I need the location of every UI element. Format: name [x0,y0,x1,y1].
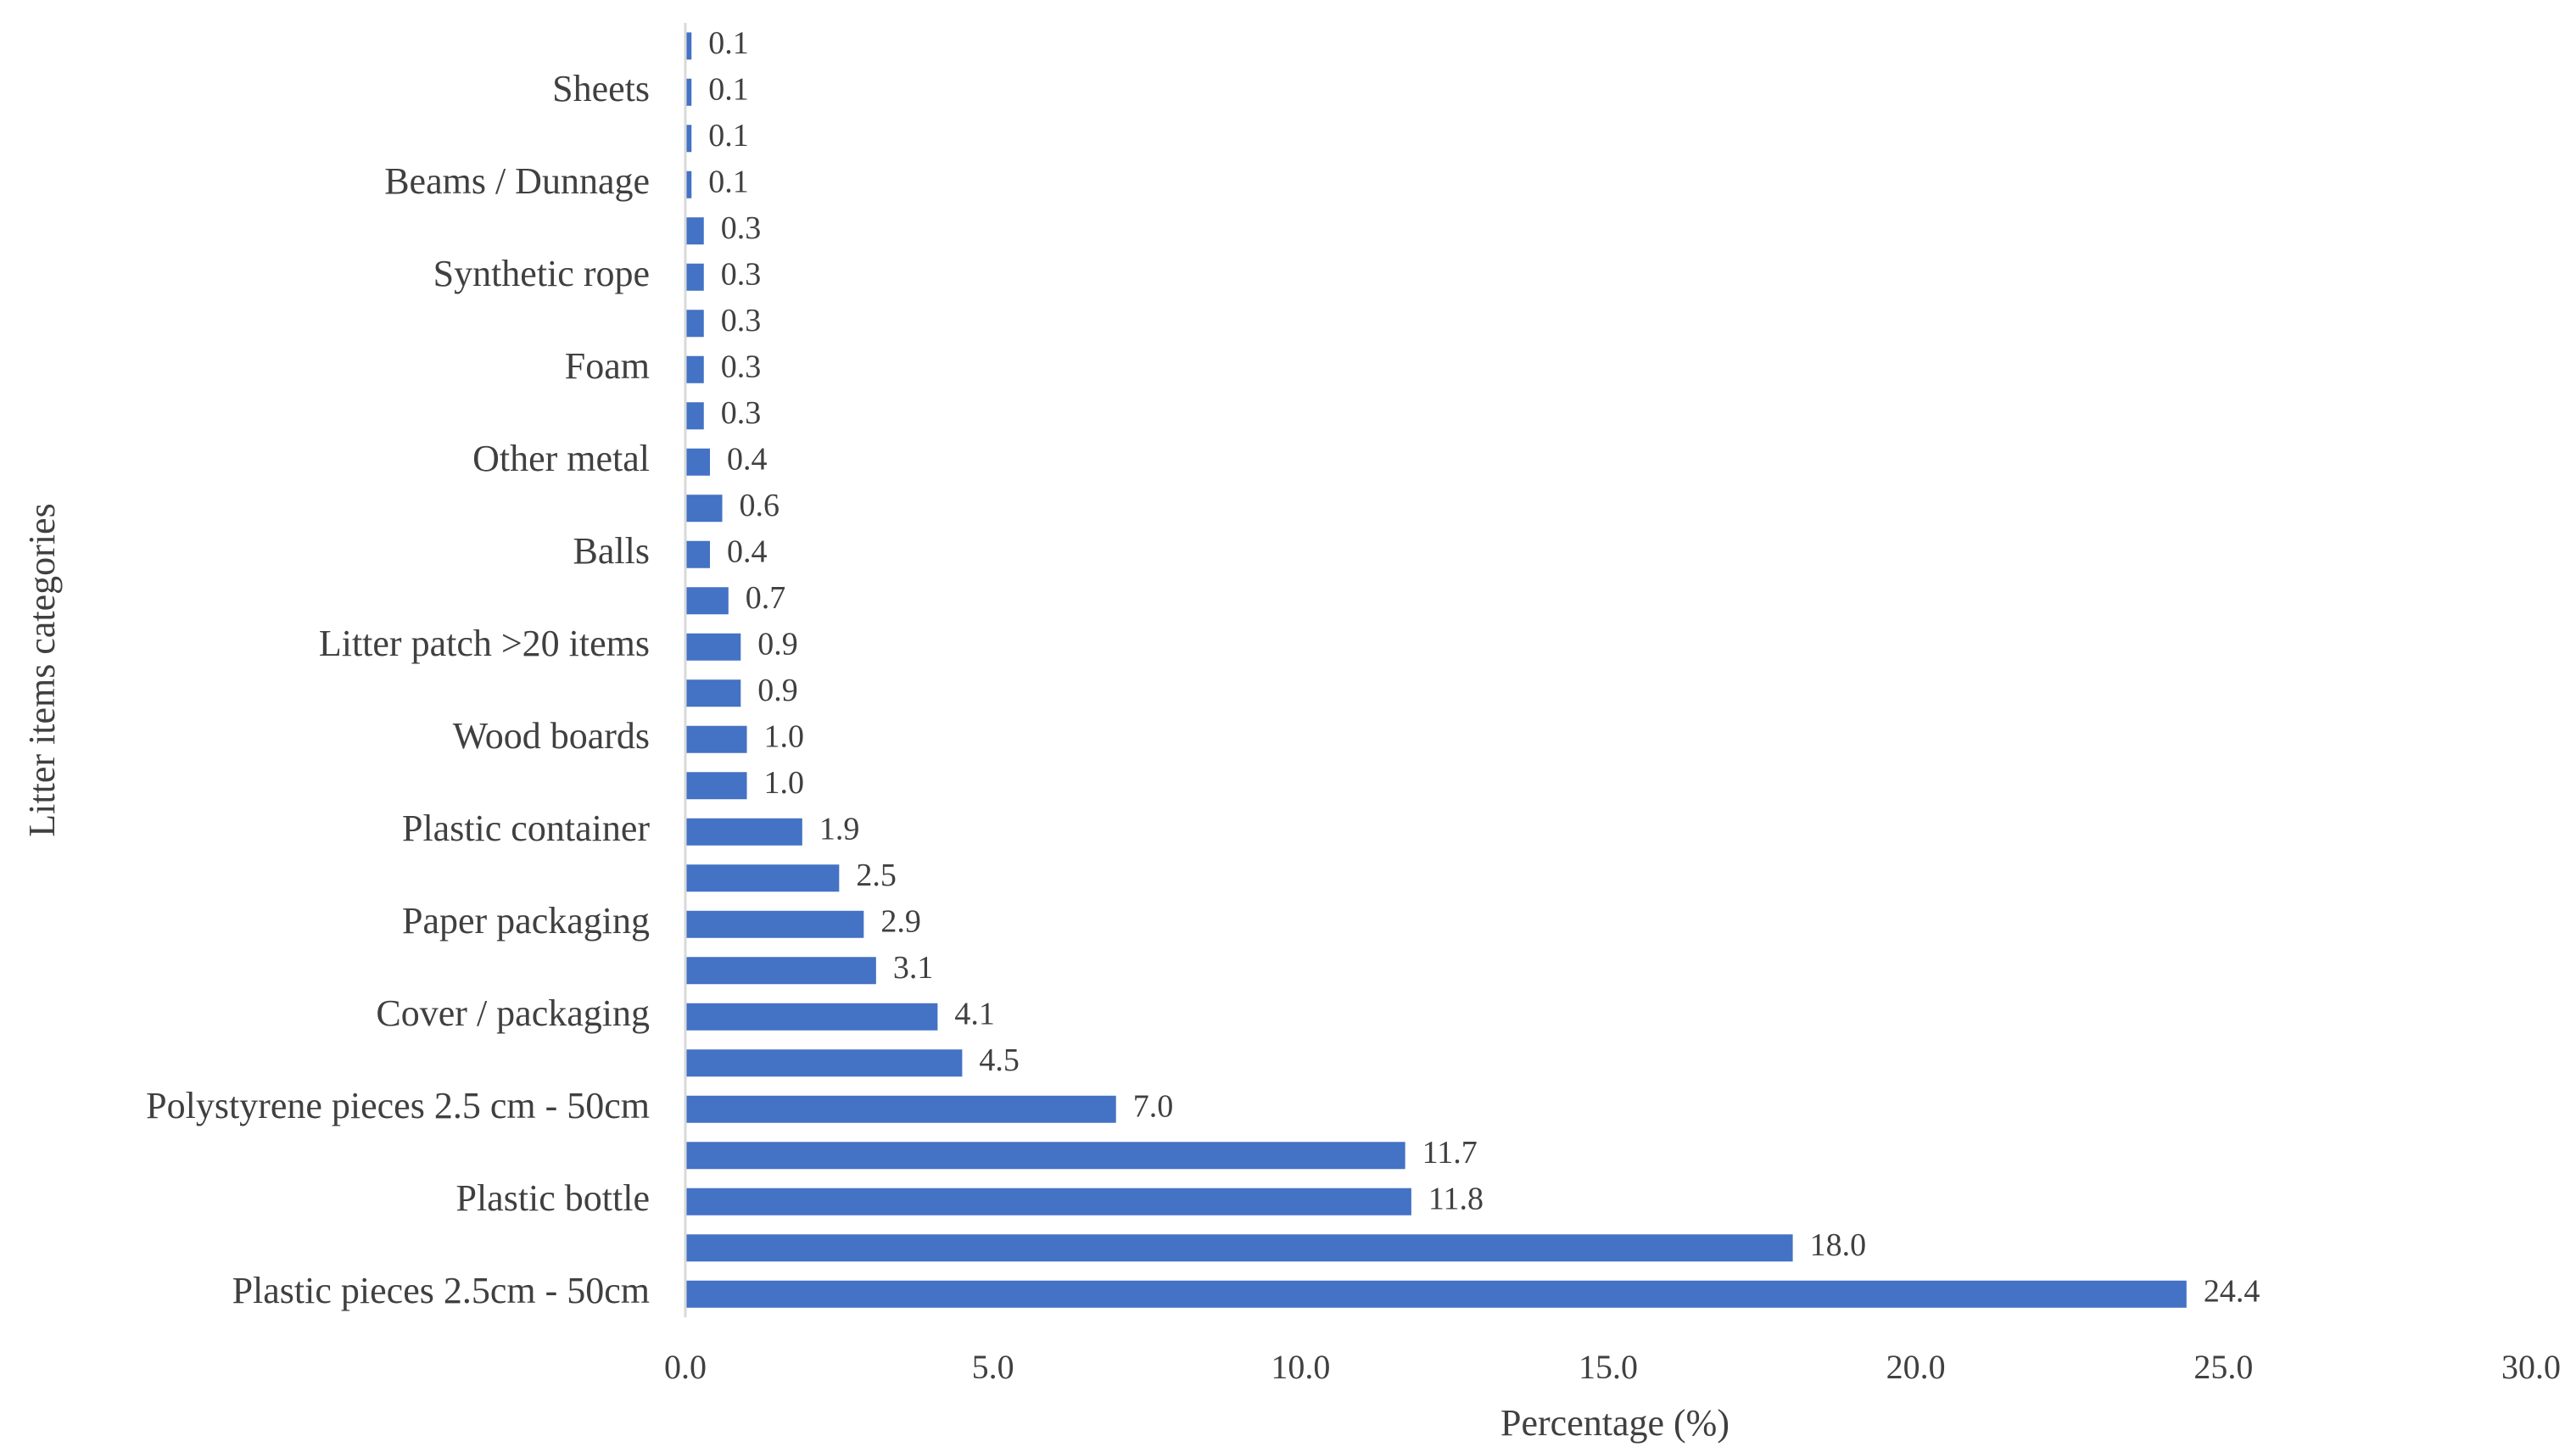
data-label-19: 0.3 [721,395,762,431]
x-tick-label-4: 20.0 [1886,1348,1946,1386]
x-tick-label-2: 10.0 [1271,1348,1330,1386]
data-label-18: 0.4 [727,441,768,477]
bars-layer [685,32,2187,1308]
bar-23 [685,217,704,245]
category-label-22: Synthetic rope [433,253,650,294]
bar-14 [685,633,741,661]
data-label-23: 0.3 [721,210,762,246]
bar-1 [685,1234,1793,1262]
bar-10 [685,818,802,846]
bar-3 [685,1142,1405,1170]
bar-25 [685,125,692,153]
category-label-2: Plastic bottle [455,1177,650,1219]
bar-4 [685,1095,1116,1123]
data-label-11: 1.0 [764,765,805,801]
bar-12 [685,725,747,753]
bar-9 [685,864,840,892]
x-tick-label-5: 25.0 [2193,1348,2253,1386]
bar-8 [685,910,864,938]
data-label-5: 4.5 [979,1042,1020,1078]
data-label-26: 0.1 [708,71,749,107]
category-label-6: Cover / packaging [376,992,650,1034]
bar-7 [685,957,876,985]
data-labels-layer: 24.4 18.0 11.8 11.7 7.0 4.5 4.1 3.1 2.9 2.5 1.9 1.0… [708,25,2260,1310]
x-axis-title: Percentage (%) [1500,1402,1729,1444]
bar-11 [685,772,747,800]
category-label-14: Litter patch >20 items [319,623,650,664]
data-label-8: 2.9 [880,903,921,939]
bar-21 [685,310,704,338]
bar-16 [685,540,711,568]
category-label-0: Plastic pieces 2.5cm - 50cm [232,1270,650,1311]
bar-20 [685,355,704,383]
x-tick-label-0: 0.0 [664,1348,707,1386]
category-label-20: Foam [565,345,650,387]
category-label-16: Balls [573,530,650,572]
data-label-17: 0.6 [740,488,780,523]
category-label-4: Polystyrene pieces 2.5 cm - 50cm [146,1085,650,1126]
data-label-4: 7.0 [1133,1088,1174,1124]
data-label-27: 0.1 [708,25,749,61]
data-label-25: 0.1 [708,118,749,154]
category-label-12: Wood boards [453,715,650,757]
data-label-1: 18.0 [1810,1227,1867,1263]
category-labels-layer: Plastic pieces 2.5cm - 50cm Plastic bottl… [146,68,650,1311]
bar-13 [685,679,741,707]
category-label-10: Plastic container [402,808,650,849]
y-axis-title: Litter items categories [21,503,63,836]
data-label-0: 24.4 [2204,1273,2260,1309]
bar-22 [685,263,704,291]
x-tick-label-3: 15.0 [1579,1348,1638,1386]
x-tick-label-1: 5.0 [972,1348,1014,1386]
category-label-18: Other metal [472,438,650,479]
data-label-15: 0.7 [746,580,786,616]
bar-18 [685,448,711,476]
bar-27 [685,32,692,60]
data-label-20: 0.3 [721,349,762,384]
bar-2 [685,1188,1411,1215]
category-label-26: Sheets [552,68,650,109]
x-tick-labels-layer: 0.0 5.0 10.0 15.0 20.0 25.0 30.0 [664,1348,2561,1386]
data-label-22: 0.3 [721,256,762,292]
data-label-12: 1.0 [764,718,805,754]
bar-5 [685,1049,963,1077]
data-label-10: 1.9 [819,811,860,847]
bar-6 [685,1003,938,1031]
data-label-14: 0.9 [757,626,798,662]
data-label-21: 0.3 [721,303,762,338]
data-label-9: 2.5 [856,858,896,893]
category-label-8: Paper packaging [402,900,650,942]
data-label-7: 3.1 [893,950,934,986]
bar-19 [685,402,704,430]
bar-24 [685,170,692,198]
bar-17 [685,495,723,523]
data-label-6: 4.1 [954,996,995,1031]
data-label-13: 0.9 [757,673,798,708]
data-label-2: 11.8 [1428,1181,1484,1216]
data-label-24: 0.1 [708,164,749,199]
category-label-24: Beams / Dunnage [384,160,650,202]
data-label-16: 0.4 [727,534,768,569]
data-label-3: 11.7 [1422,1135,1478,1171]
bar-26 [685,78,692,106]
bar-15 [685,587,729,615]
bar-0 [685,1280,2187,1308]
x-tick-label-6: 30.0 [2501,1348,2561,1386]
